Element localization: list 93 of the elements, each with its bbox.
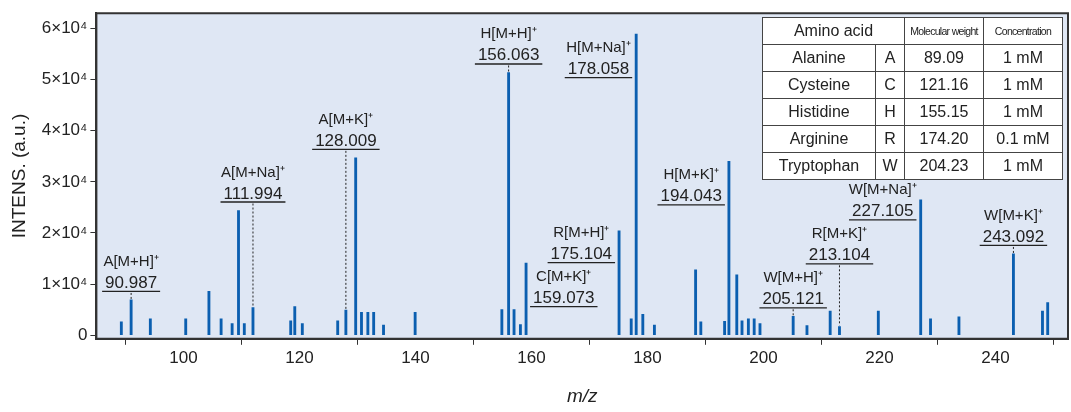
bar (746, 318, 750, 336)
y-axis-title: INTENS. (a.u.) (7, 113, 29, 239)
bar (634, 33, 638, 336)
bar (699, 321, 703, 336)
annotation: 1 mM (983, 44, 1063, 72)
bar (694, 269, 698, 336)
x-axis-title: m/z (566, 384, 598, 406)
bar (219, 318, 223, 336)
bar (641, 313, 645, 336)
bar (507, 72, 511, 336)
y-tick-label: 4×10⁴ (41, 120, 88, 140)
annotation: C[M+K]⁺ 159.073 (533, 267, 595, 308)
annotation: 174.20 (904, 125, 984, 153)
bar (207, 290, 211, 336)
bar (230, 323, 234, 336)
y-tick-label: 3×10⁴ (41, 171, 88, 191)
bar (242, 323, 246, 336)
annotation: H[M+H]⁺ 156.063 (477, 24, 540, 65)
bar (791, 315, 795, 336)
annotation: 1 mM (983, 98, 1063, 126)
annotation: Tryptophan (762, 152, 876, 180)
bar (184, 318, 188, 336)
annotation: 155.15 (904, 98, 984, 126)
bar (129, 299, 133, 336)
bar (366, 311, 370, 336)
bar (652, 324, 656, 336)
y-tick-label: 0 (77, 324, 88, 344)
bar (336, 320, 340, 336)
annotation: W[M+H]⁺ 205.121 (762, 268, 824, 309)
x-tick-label: 220 (865, 347, 894, 367)
annotation: A[M+K]⁺ 128.009 (315, 109, 377, 150)
annotation: 1 mM (983, 71, 1063, 99)
x-tick-label: 240 (981, 347, 1010, 367)
bar (372, 311, 376, 336)
annotation: 204.23 (904, 152, 984, 180)
annotation: C (875, 71, 905, 99)
annotation: Amino acid (762, 17, 905, 45)
annotation: W[M+K]⁺ 243.092 (982, 205, 1045, 246)
annotation: R[M+K]⁺ 213.104 (808, 224, 871, 265)
bar (500, 309, 504, 336)
bar (876, 310, 880, 336)
bar (237, 210, 240, 336)
annotation: A[M+H]⁺ 90.987 (103, 251, 159, 292)
annotation: H[M+K]⁺ 194.043 (660, 165, 722, 206)
x-tick-label: 180 (633, 347, 662, 367)
bar (119, 321, 123, 336)
bar (344, 309, 348, 336)
bar (360, 311, 363, 336)
bar (293, 306, 297, 336)
annotation: 89.09 (904, 44, 984, 72)
annotation: Molecular weight (904, 17, 984, 45)
bar (1046, 302, 1050, 336)
annotation: A[M+Na]⁺ 111.994 (221, 162, 285, 203)
x-tick-label: 140 (401, 347, 430, 367)
annotation: Cysteine (762, 71, 876, 99)
y-tick-label: 2×10⁴ (41, 222, 88, 242)
y-tick-label: 5×10⁴ (41, 69, 88, 89)
bar (838, 326, 841, 336)
bar (518, 324, 522, 336)
annotation: 121.16 (904, 71, 984, 99)
bar (1041, 310, 1044, 336)
bar (727, 161, 731, 336)
bar (919, 199, 923, 336)
bar (413, 311, 417, 336)
annotation: Histidine (762, 98, 876, 126)
x-tick-label: 200 (749, 347, 778, 367)
bar (752, 318, 756, 336)
annotation: 0.1 mM (983, 125, 1063, 153)
annotation: Arginine (762, 125, 876, 153)
bar (354, 157, 358, 336)
annotation: R (875, 125, 905, 153)
x-tick-label: 100 (169, 347, 198, 367)
bar (1012, 253, 1015, 336)
y-tick-label: 1×10⁴ (41, 273, 88, 293)
annotation: Concentration (983, 17, 1063, 45)
annotation: R[M+H]⁺ 175.104 (550, 223, 613, 264)
annotation: H (875, 98, 905, 126)
y-tick-label: 6×10⁴ (41, 18, 88, 38)
annotation: W[M+Na]⁺ 227.105 (848, 180, 917, 221)
x-tick-label: 120 (285, 347, 314, 367)
annotation: H[M+Na]⁺ 178.058 (566, 38, 631, 79)
annotation: A (875, 44, 905, 72)
bar (382, 324, 385, 336)
bar (929, 318, 932, 336)
annotation: Alanine (762, 44, 876, 72)
x-tick-label: 160 (517, 347, 546, 367)
bar (828, 310, 832, 336)
bar (629, 318, 633, 336)
annotation: 1 mM (983, 152, 1063, 180)
annotation: W (875, 152, 905, 180)
bar (735, 274, 739, 336)
bar (148, 318, 152, 336)
bar (300, 323, 304, 336)
